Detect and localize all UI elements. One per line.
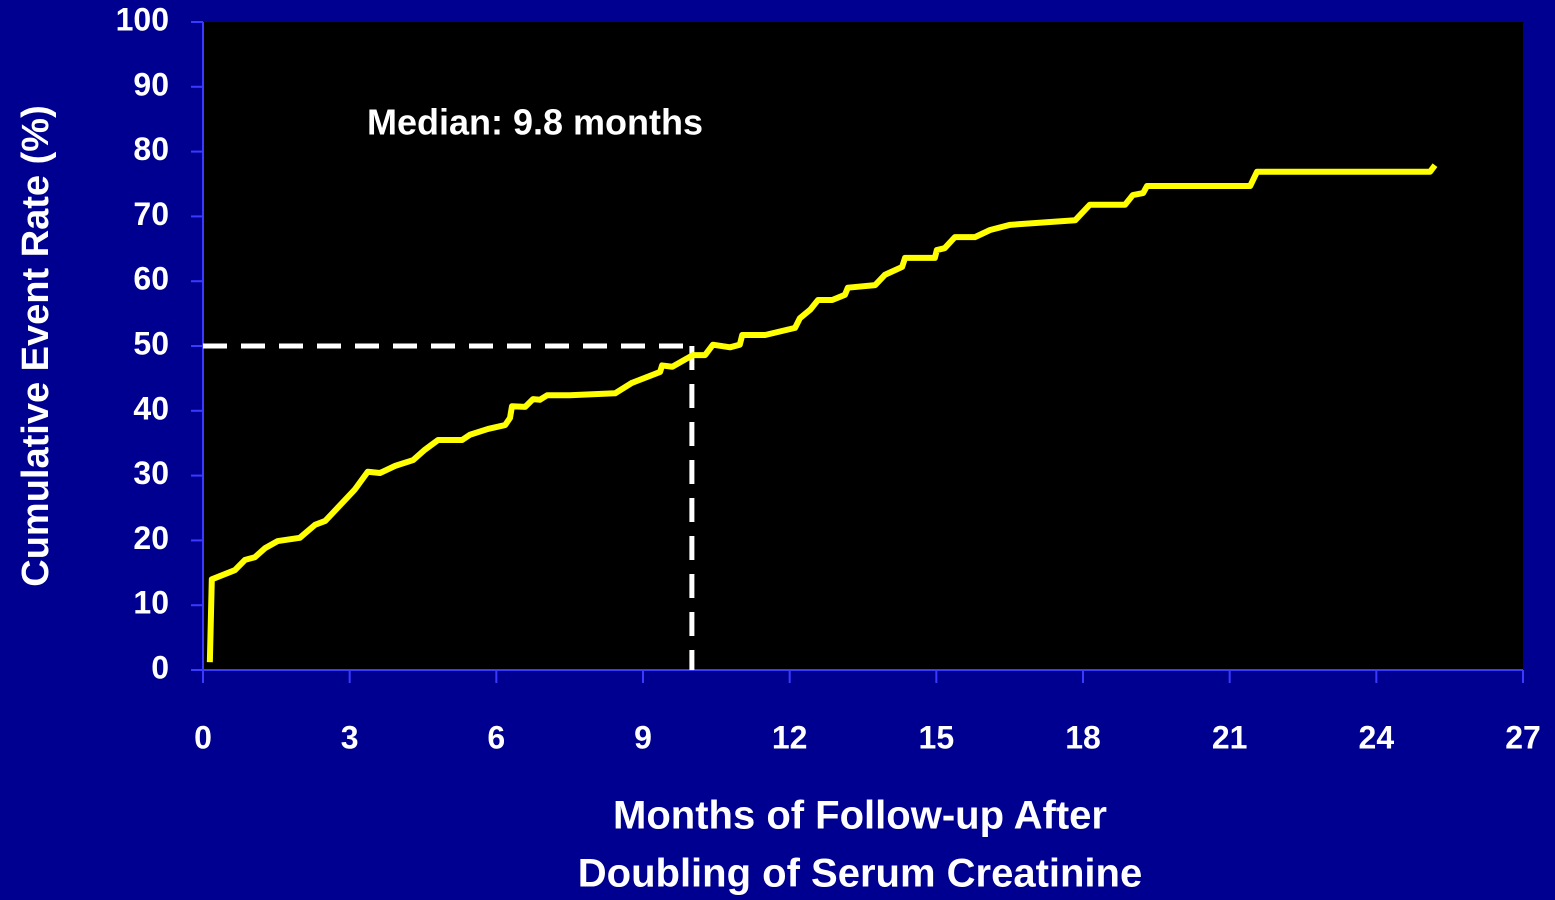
y-tick-label: 20	[133, 520, 169, 556]
y-tick-label: 100	[116, 1, 169, 37]
y-axis-title: Cumulative Event Rate (%)	[15, 105, 57, 586]
annotation: Median: 9.8 months	[367, 102, 703, 143]
y-tick-label: 60	[133, 261, 169, 297]
x-tick-label: 24	[1359, 719, 1395, 755]
x-tick-label: 9	[634, 719, 652, 755]
y-tick-label: 80	[133, 131, 169, 167]
x-tick-label: 3	[341, 719, 359, 755]
x-tick-label: 6	[487, 719, 505, 755]
x-axis-title: Months of Follow-up After	[613, 794, 1107, 838]
x-tick-label: 21	[1212, 719, 1248, 755]
x-tick-label: 15	[919, 719, 955, 755]
plot-area	[203, 22, 1523, 670]
y-tick-label: 30	[133, 455, 169, 491]
x-tick-label: 27	[1505, 719, 1541, 755]
y-tick-label: 50	[133, 325, 169, 361]
x-tick-label: 0	[194, 719, 212, 755]
y-tick-label: 40	[133, 390, 169, 426]
y-tick-label: 0	[151, 649, 169, 685]
x-axis-title: Doubling of Serum Creatinine	[578, 852, 1142, 896]
data-line	[206, 163, 1438, 663]
y-tick-label: 70	[133, 196, 169, 232]
y-tick-label: 10	[133, 585, 169, 621]
x-tick-label: 18	[1065, 719, 1101, 755]
y-tick-label: 90	[133, 66, 169, 102]
x-tick-label: 12	[772, 719, 808, 755]
